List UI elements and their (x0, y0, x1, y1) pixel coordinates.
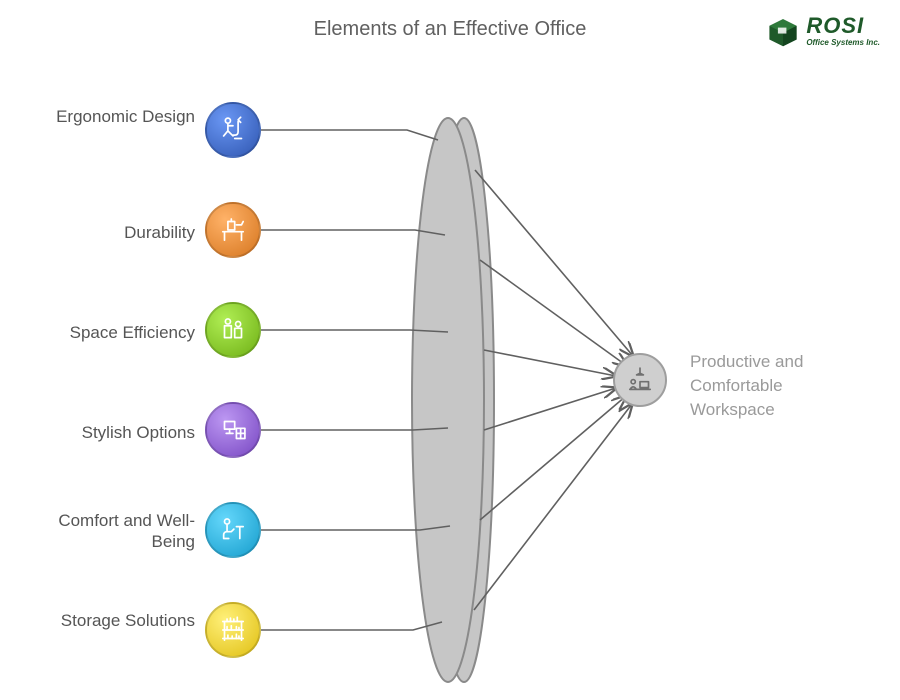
storage-icon (216, 613, 250, 647)
comfort-icon (216, 513, 250, 547)
input-node-storage (205, 602, 261, 658)
logo-name: ROSI (806, 15, 880, 37)
input-label-space: Space Efficiency (25, 322, 195, 343)
output-node (613, 353, 667, 407)
input-node-durability (205, 202, 261, 258)
input-label-comfort: Comfort and Well-Being (25, 510, 195, 553)
durability-icon (216, 213, 250, 247)
stylish-icon (216, 413, 250, 447)
workspace-icon (623, 363, 657, 397)
right-arrows (474, 170, 633, 610)
input-label-stylish: Stylish Options (25, 422, 195, 443)
input-node-space (205, 302, 261, 358)
input-node-comfort (205, 502, 261, 558)
lens-shape (412, 118, 494, 682)
input-node-stylish (205, 402, 261, 458)
brand-logo: ROSI Office Systems Inc. (766, 14, 880, 48)
diagram-canvas: Ergonomic Design Durability Space Effici… (0, 60, 900, 700)
space-efficiency-icon (216, 313, 250, 347)
page-title: Elements of an Effective Office (0, 18, 900, 41)
input-label-ergonomic: Ergonomic Design (25, 106, 195, 127)
logo-mark-icon (766, 14, 800, 48)
output-label: Productive and Comfortable Workspace (690, 350, 860, 421)
ergonomic-icon (216, 113, 250, 147)
input-node-ergonomic (205, 102, 261, 158)
input-label-durability: Durability (25, 222, 195, 243)
logo-subtitle: Office Systems Inc. (806, 39, 880, 47)
input-label-storage: Storage Solutions (25, 610, 195, 631)
